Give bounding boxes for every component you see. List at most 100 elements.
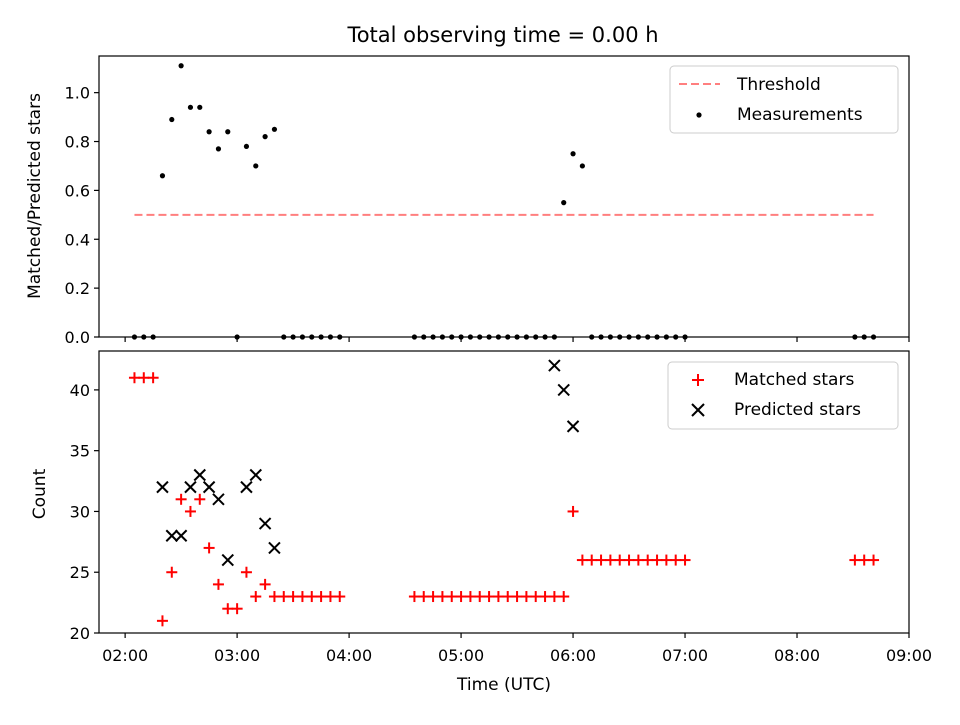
bottom-legend-box: [667, 361, 899, 430]
matched-star-point: [670, 554, 682, 566]
matched-star-point: [324, 591, 336, 603]
top-panel: 0.0 0.2 0.4 0.6 0.8 1.0 Matched/Predicted sta…: [25, 55, 910, 347]
legend-measurements-label: Measurements: [737, 105, 863, 125]
matched-star-point: [418, 591, 430, 603]
matched-star-point: [184, 505, 196, 517]
measurement-point: [178, 63, 184, 69]
top-y-tick-label: 0.0: [65, 328, 90, 347]
predicted-star-point: [240, 480, 253, 494]
bottom-marks: [128, 359, 880, 627]
matched-star-point: [194, 493, 206, 505]
predicted-star-point: [212, 493, 225, 506]
matched-star-point: [156, 615, 168, 627]
matched-star-point: [296, 591, 308, 603]
matched-star-point: [595, 554, 607, 566]
matched-star-point: [567, 505, 579, 517]
matched-star-point: [548, 591, 560, 603]
matched-star-point: [642, 554, 654, 566]
matched-star-point: [530, 591, 542, 603]
legend-predicted-marker: [691, 403, 705, 417]
top-y-tick-label: 0.6: [65, 181, 90, 200]
matched-star-point: [334, 591, 346, 603]
measurement-point: [197, 104, 203, 110]
matched-star-point: [427, 591, 439, 603]
matched-star-point: [858, 554, 870, 566]
predicted-star-point: [566, 420, 580, 433]
predicted-star-point: [221, 553, 234, 567]
measurement-point: [579, 163, 585, 169]
predicted-star-point: [202, 480, 216, 494]
matched-star-point: [455, 591, 467, 603]
bottom-y-tick-label: 30: [70, 502, 90, 521]
matched-star-point: [231, 603, 243, 615]
measurement-point: [206, 129, 212, 135]
bottom-y-axis-label: Count: [30, 468, 50, 519]
matched-star-point: [408, 591, 420, 603]
measurement-point: [187, 104, 194, 110]
predicted-star-point: [249, 468, 262, 482]
matched-star-point: [212, 578, 224, 590]
measurement-point: [159, 173, 166, 179]
predicted-star-point: [184, 480, 197, 494]
matched-star-point: [128, 372, 140, 384]
top-y-axis-label: Matched/Predicted stars: [25, 93, 45, 299]
matched-star-point: [868, 554, 880, 566]
matched-star-point: [623, 554, 635, 566]
bottom-x-ticks: 02:00 03:00 04:00 05:00 06:00 07:00 08:00 09:00: [102, 633, 932, 665]
predicted-star-point: [165, 529, 178, 542]
top-legend-box: [669, 65, 899, 134]
bottom-panel: 20 25 30 35 40 02:00 03:00 04:00 05:00 06:00 07:0…: [30, 350, 932, 695]
predicted-star-point: [268, 541, 281, 555]
chart-title: Total observing time = 0.00 h: [346, 23, 658, 47]
predicted-star-point: [258, 517, 272, 530]
measurement-point: [262, 134, 268, 140]
top-legend: Threshold Measurements: [669, 65, 899, 134]
matched-star-point: [287, 591, 299, 603]
bottom-y-tick-label: 25: [70, 563, 90, 582]
matched-star-point: [166, 566, 178, 578]
matched-star-point: [278, 591, 290, 603]
x-tick-label: 05:00: [438, 646, 484, 665]
matched-star-point: [268, 591, 280, 603]
bottom-y-tick-label: 35: [70, 442, 90, 461]
predicted-star-point: [156, 480, 169, 494]
measurement-point: [253, 163, 259, 169]
matched-star-point: [483, 591, 495, 603]
x-tick-label: 09:00: [886, 646, 932, 665]
matched-star-point: [474, 591, 486, 603]
bottom-legend: Matched stars Predicted stars: [667, 361, 899, 430]
predicted-star-point: [174, 529, 188, 542]
matched-star-point: [203, 542, 215, 554]
top-y-tick-label: 0.4: [65, 230, 90, 249]
legend-matched-label: Matched stars: [734, 370, 854, 390]
legend-measurements-marker: [696, 112, 702, 118]
matched-star-point: [586, 554, 598, 566]
x-tick-label: 02:00: [102, 646, 148, 665]
matched-star-point: [147, 372, 159, 384]
bottom-y-tick-label: 40: [70, 381, 90, 400]
x-tick-label: 07:00: [662, 646, 708, 665]
x-tick-label: 08:00: [774, 646, 820, 665]
matched-star-point: [436, 591, 448, 603]
matched-star-point: [660, 554, 672, 566]
matched-star-point: [240, 566, 252, 578]
measurement-point: [271, 126, 278, 132]
legend-predicted-label: Predicted stars: [734, 400, 861, 420]
measurement-point: [215, 146, 222, 152]
predicted-star-point: [193, 468, 206, 482]
measurement-point: [225, 129, 231, 135]
top-y-tick-label: 0.2: [65, 279, 90, 298]
top-axes-frame: [98, 55, 910, 338]
top-y-ticks: 0.0 0.2 0.4 0.6 0.8 1.0: [65, 84, 99, 347]
matched-star-point: [604, 554, 616, 566]
matched-star-point: [632, 554, 644, 566]
matched-star-point: [250, 591, 262, 603]
matched-star-point: [539, 591, 551, 603]
matched-star-point: [464, 591, 476, 603]
matched-star-point: [306, 591, 318, 603]
matched-star-point: [175, 493, 187, 505]
top-y-tick-label: 1.0: [65, 84, 90, 103]
top-y-tick-label: 0.8: [65, 133, 90, 152]
matched-star-point: [520, 591, 532, 603]
